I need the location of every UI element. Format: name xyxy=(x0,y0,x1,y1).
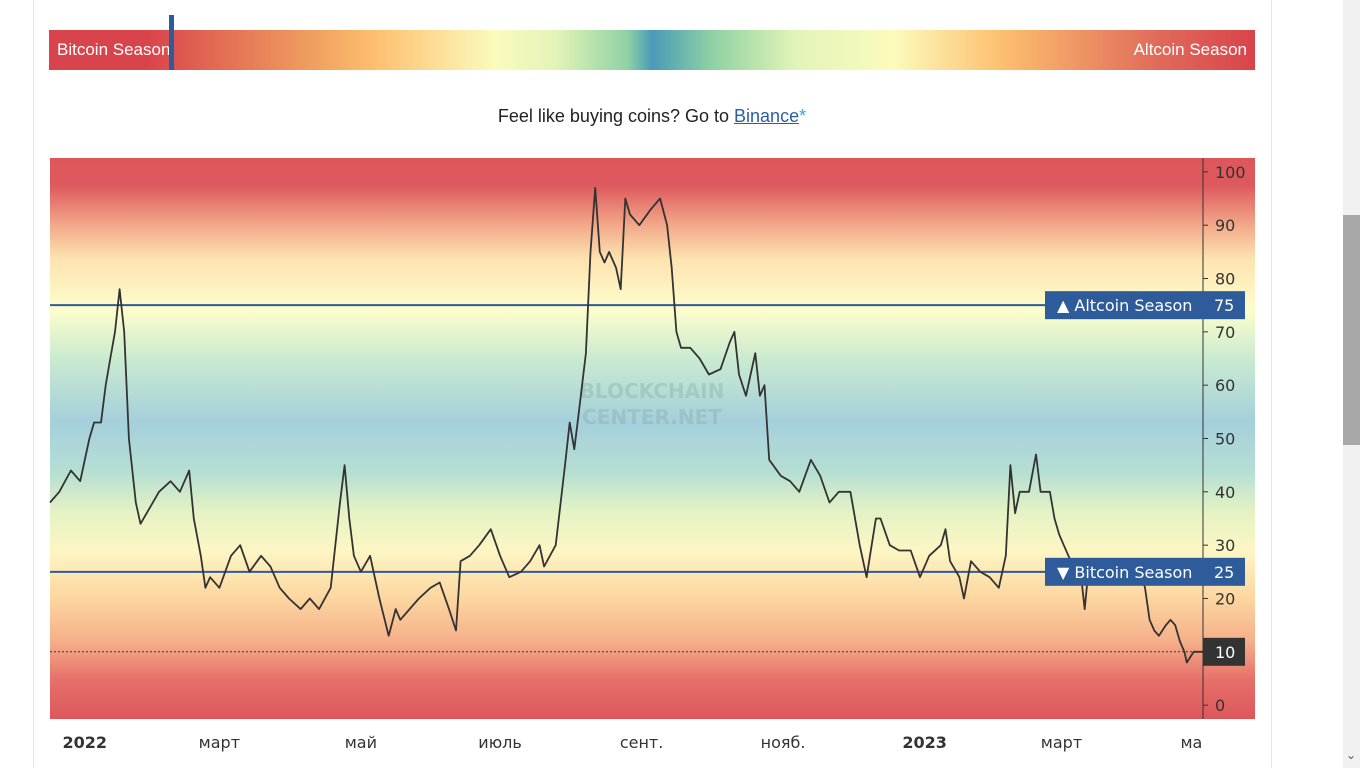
promo-star: * xyxy=(799,106,807,126)
x-tick-label: июль xyxy=(478,733,522,752)
watermark-line-2: CENTER.NET xyxy=(582,405,722,429)
threshold-label-box xyxy=(1045,557,1245,586)
y-tick-label: 30 xyxy=(1215,536,1235,555)
scrollbar-thumb[interactable] xyxy=(1343,215,1360,445)
threshold-value-label: 75 xyxy=(1214,296,1234,315)
x-tick-label: 2022 xyxy=(62,733,108,752)
x-tick-label: ма xyxy=(1180,733,1203,752)
x-axis: 2022 март май июль сент. нояб. 2023 март ма xyxy=(50,719,1203,768)
threshold-label-box xyxy=(1045,291,1245,320)
x-tick-label: март xyxy=(198,733,241,752)
promo-label: Feel like buying coins? Go to xyxy=(497,106,735,126)
bitcoin-season-label: Bitcoin Season xyxy=(57,40,171,59)
x-tick-label: нояб. xyxy=(760,733,806,752)
scroll-down-icon[interactable]: ⌄ xyxy=(1346,748,1357,762)
y-tick-label: 0 xyxy=(1215,696,1225,715)
y-tick-label: 40 xyxy=(1215,483,1235,502)
current-value-label: 10 xyxy=(1215,643,1235,662)
chart-plot-area xyxy=(50,158,1255,719)
x-tick-label: 2023 xyxy=(902,733,947,752)
x-tick-label: май xyxy=(344,733,377,752)
threshold-label: ▲ Altcoin Season xyxy=(1057,296,1192,315)
threshold-value-label: 25 xyxy=(1214,563,1234,582)
y-tick-label: 80 xyxy=(1215,270,1235,289)
watermark-line-1: BLOCKCHAIN xyxy=(580,379,725,403)
x-tick-label: сент. xyxy=(619,733,664,752)
y-tick-label: 90 xyxy=(1215,216,1235,235)
threshold-label: ▼ Bitcoin Season xyxy=(1057,563,1192,582)
series-line xyxy=(49,187,1203,664)
y-tick-label: 100 xyxy=(1215,163,1246,182)
altcoin-season-label: Altcoin Season xyxy=(1133,40,1247,59)
y-tick-label: 20 xyxy=(1215,589,1235,608)
x-tick-label: март xyxy=(1040,733,1083,752)
y-tick-label: 60 xyxy=(1215,376,1235,395)
y-tick-label: 70 xyxy=(1215,323,1235,342)
y-tick-label: 50 xyxy=(1215,430,1235,449)
season-gradient-bar: Bitcoin Season Altcoin Season xyxy=(49,30,1255,70)
promo-text: Feel like buying coins? Go to Binance* xyxy=(0,106,1304,127)
current-value-box xyxy=(1203,637,1245,666)
binance-link[interactable]: Binance xyxy=(734,106,800,126)
page-content xyxy=(33,0,1272,768)
season-position-marker xyxy=(169,15,174,70)
